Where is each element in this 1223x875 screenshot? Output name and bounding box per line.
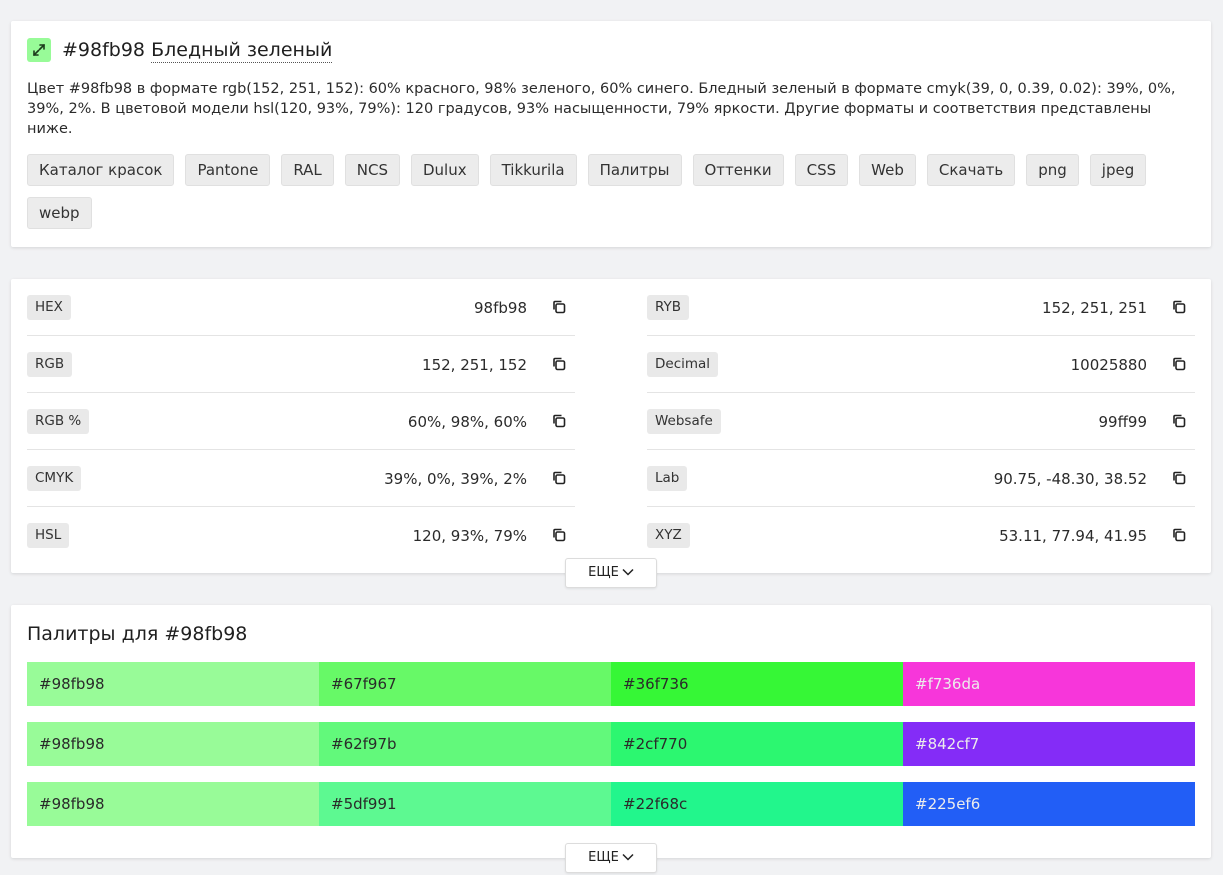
chip-link[interactable]: jpeg bbox=[1089, 154, 1147, 186]
format-row: RYB 152, 251, 251 bbox=[647, 279, 1195, 336]
palette-swatch[interactable]: #2cf770 bbox=[611, 722, 903, 766]
format-row: RGB 152, 251, 152 bbox=[27, 336, 575, 393]
format-row: Decimal 10025880 bbox=[647, 336, 1195, 393]
title-row: #98fb98 Бледный зеленый bbox=[27, 37, 333, 63]
copy-icon[interactable] bbox=[551, 356, 567, 372]
palette-swatch[interactable]: #62f97b bbox=[319, 722, 611, 766]
copy-icon[interactable] bbox=[551, 299, 567, 315]
chip-link[interactable]: Палитры bbox=[587, 154, 682, 186]
palette-swatch[interactable]: #36f736 bbox=[611, 662, 903, 706]
chip-link[interactable]: Оттенки bbox=[692, 154, 784, 186]
copy-icon[interactable] bbox=[1171, 356, 1187, 372]
palette-swatch[interactable]: #842cf7 bbox=[903, 722, 1195, 766]
copy-icon[interactable] bbox=[551, 527, 567, 543]
palette-row: #98fb98 #62f97b #2cf770 #842cf7 bbox=[27, 722, 1195, 766]
format-value[interactable]: 98fb98 bbox=[474, 299, 527, 317]
format-label: Websafe bbox=[647, 409, 721, 434]
copy-icon[interactable] bbox=[1171, 527, 1187, 543]
chip-link[interactable]: png bbox=[1026, 154, 1079, 186]
chip-link[interactable]: Dulux bbox=[410, 154, 479, 186]
formats-right-column: RYB 152, 251, 251 Decimal 10025880 Websafe 99… bbox=[647, 279, 1195, 564]
palettes-more-label: ЕЩЕ bbox=[588, 850, 619, 865]
palette-swatch[interactable]: #98fb98 bbox=[27, 782, 319, 826]
format-label: XYZ bbox=[647, 523, 690, 548]
format-row: HEX 98fb98 bbox=[27, 279, 575, 336]
formats-card: HEX 98fb98 RGB 152, 251, 152 RGB % 60%, 98%, … bbox=[11, 279, 1211, 573]
palette-swatch[interactable]: #98fb98 bbox=[27, 722, 319, 766]
chip-link[interactable]: Web bbox=[859, 154, 916, 186]
format-label: Decimal bbox=[647, 352, 719, 377]
format-value[interactable]: 152, 251, 152 bbox=[422, 356, 527, 374]
palettes-title: Палитры для #98fb98 bbox=[27, 623, 248, 645]
formats-left-column: HEX 98fb98 RGB 152, 251, 152 RGB % 60%, 98%, … bbox=[27, 279, 575, 564]
format-value[interactable]: 53.11, 77.94, 41.95 bbox=[999, 527, 1147, 545]
format-value[interactable]: 90.75, -48.30, 38.52 bbox=[993, 470, 1147, 488]
copy-icon[interactable] bbox=[551, 413, 567, 429]
format-value[interactable]: 39%, 0%, 39%, 2% bbox=[384, 470, 527, 488]
copy-icon[interactable] bbox=[1171, 470, 1187, 486]
format-row: CMYK 39%, 0%, 39%, 2% bbox=[27, 450, 575, 507]
palette-swatch[interactable]: #5df991 bbox=[319, 782, 611, 826]
expand-icon[interactable] bbox=[27, 38, 51, 62]
palette-swatch[interactable]: #225ef6 bbox=[903, 782, 1195, 826]
format-label: RYB bbox=[647, 295, 690, 320]
copy-icon[interactable] bbox=[1171, 413, 1187, 429]
color-description: Цвет #98fb98 в формате rgb(152, 251, 152… bbox=[27, 81, 1176, 137]
chevron-down-icon bbox=[622, 568, 634, 576]
page-title: #98fb98 Бледный зеленый bbox=[62, 39, 333, 63]
color-info-card: #98fb98 Бледный зеленый Цвет #98fb98 в ф… bbox=[11, 21, 1211, 247]
formats-more-label: ЕЩЕ bbox=[588, 565, 619, 580]
palette-swatch[interactable]: #67f967 bbox=[319, 662, 611, 706]
copy-icon[interactable] bbox=[551, 470, 567, 486]
format-value[interactable]: 120, 93%, 79% bbox=[412, 527, 527, 545]
palettes-more-button[interactable]: ЕЩЕ bbox=[565, 843, 657, 873]
format-row: Websafe 99ff99 bbox=[647, 393, 1195, 450]
chip-link[interactable]: RAL bbox=[281, 154, 334, 186]
format-row: HSL 120, 93%, 79% bbox=[27, 507, 575, 564]
format-row: Lab 90.75, -48.30, 38.52 bbox=[647, 450, 1195, 507]
title-hex: #98fb98 bbox=[62, 39, 146, 61]
chip-link[interactable]: Скачать bbox=[926, 154, 1016, 186]
chip-link[interactable]: NCS bbox=[344, 154, 400, 186]
format-row: XYZ 53.11, 77.94, 41.95 bbox=[647, 507, 1195, 564]
chip-link[interactable]: Каталог красок bbox=[27, 154, 175, 186]
format-label: HSL bbox=[27, 523, 70, 548]
format-value[interactable]: 152, 251, 251 bbox=[1042, 299, 1147, 317]
format-value[interactable]: 99ff99 bbox=[1098, 413, 1147, 431]
palettes-card: Палитры для #98fb98 #98fb98 #67f967 #36f73… bbox=[11, 605, 1211, 858]
format-label: RGB % bbox=[27, 409, 90, 434]
palette-row: #98fb98 #5df991 #22f68c #225ef6 bbox=[27, 782, 1195, 826]
nav-chips: Каталог красок Pantone RAL NCS Dulux Tikkuril… bbox=[27, 154, 1197, 240]
format-value[interactable]: 10025880 bbox=[1070, 356, 1147, 374]
format-row: RGB % 60%, 98%, 60% bbox=[27, 393, 575, 450]
format-label: CMYK bbox=[27, 466, 82, 491]
palette-swatch[interactable]: #22f68c bbox=[611, 782, 903, 826]
chip-link[interactable]: Tikkurila bbox=[489, 154, 577, 186]
palette-swatch[interactable]: #98fb98 bbox=[27, 662, 319, 706]
format-label: HEX bbox=[27, 295, 71, 320]
formats-more-button[interactable]: ЕЩЕ bbox=[565, 558, 657, 588]
title-color-name[interactable]: Бледный зеленый bbox=[151, 39, 333, 63]
chip-link[interactable]: CSS bbox=[794, 154, 849, 186]
format-label: RGB bbox=[27, 352, 73, 377]
format-label: Lab bbox=[647, 466, 688, 491]
chevron-down-icon bbox=[622, 853, 634, 861]
copy-icon[interactable] bbox=[1171, 299, 1187, 315]
palette-row: #98fb98 #67f967 #36f736 #f736da bbox=[27, 662, 1195, 706]
format-value[interactable]: 60%, 98%, 60% bbox=[407, 413, 527, 431]
palette-swatch[interactable]: #f736da bbox=[903, 662, 1195, 706]
chip-link[interactable]: Pantone bbox=[185, 154, 271, 186]
chip-link[interactable]: webp bbox=[27, 197, 92, 229]
